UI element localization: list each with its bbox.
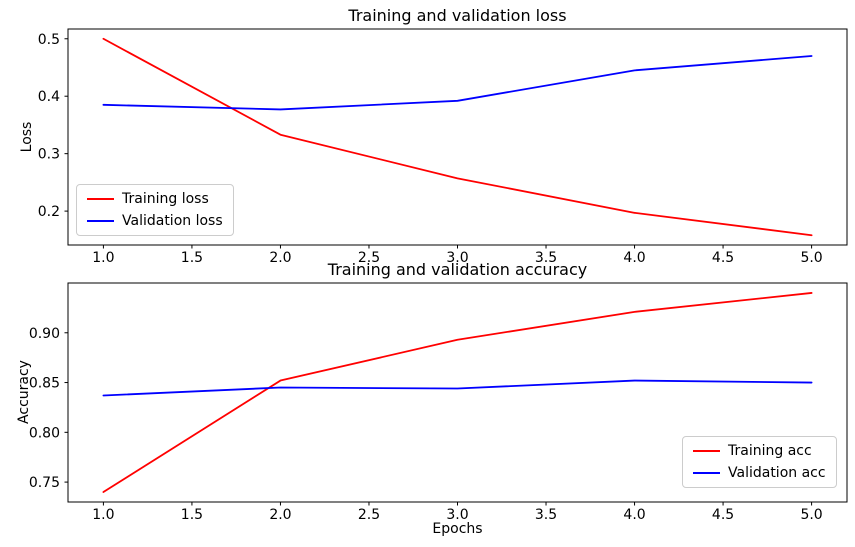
y-tick-label: 0.3 bbox=[38, 147, 60, 163]
legend-label-training-loss: Training loss bbox=[122, 191, 209, 207]
epochs-x-axis-label: Epochs bbox=[432, 521, 483, 537]
loss-chart-title: Training and validation loss bbox=[348, 6, 567, 25]
accuracy-legend: Training acc Validation acc bbox=[682, 436, 837, 488]
legend-entry-training-loss: Training loss bbox=[87, 191, 223, 207]
y-tick-label: 0.85 bbox=[29, 376, 60, 392]
legend-label-validation-loss: Validation loss bbox=[122, 213, 223, 229]
series-line-validation-acc bbox=[102, 379, 813, 397]
legend-label-validation-acc: Validation acc bbox=[728, 465, 826, 481]
training-acc-line-swatch bbox=[693, 450, 720, 452]
y-tick-label: 0.5 bbox=[38, 32, 60, 48]
accuracy-chart-title: Training and validation accuracy bbox=[327, 260, 588, 279]
y-tick-label: 0.2 bbox=[38, 204, 60, 220]
y-tick-label: 0.75 bbox=[29, 475, 60, 491]
y-tick-label: 0.80 bbox=[29, 425, 60, 441]
accuracy-y-axis-label: Accuracy bbox=[16, 360, 32, 424]
training-loss-line-swatch bbox=[87, 198, 114, 200]
y-tick-label: 0.4 bbox=[38, 89, 60, 105]
legend-entry-training-acc: Training acc bbox=[693, 443, 826, 459]
y-tick-label: 0.90 bbox=[29, 326, 60, 342]
validation-acc-line-swatch bbox=[693, 472, 720, 474]
series-line-validation-loss bbox=[102, 55, 813, 111]
legend-entry-validation-acc: Validation acc bbox=[693, 465, 826, 481]
legend-entry-validation-loss: Validation loss bbox=[87, 213, 223, 229]
loss-legend: Training loss Validation loss bbox=[76, 184, 234, 236]
validation-loss-line-swatch bbox=[87, 220, 114, 222]
loss-y-axis-label: Loss bbox=[19, 121, 35, 153]
legend-label-training-acc: Training acc bbox=[728, 443, 812, 459]
